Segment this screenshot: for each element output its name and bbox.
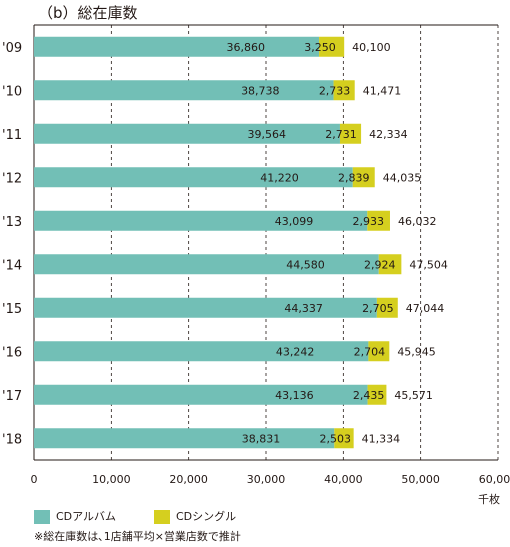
bar-total-label: 42,334: [369, 128, 408, 141]
bar-segment-single: [339, 123, 362, 144]
bar-value-label-single: 2,839: [338, 171, 370, 184]
bar-value-label-single: 3,250: [304, 41, 336, 54]
bar-value-label-single: 2,704: [354, 345, 386, 358]
bar-segment-single: [352, 167, 375, 188]
bar-segment-single: [334, 428, 354, 449]
legend-item-album: CDアルバム: [34, 509, 116, 525]
bar-value-label-album: 38,831: [242, 432, 281, 445]
bar-segment-album: [34, 254, 379, 275]
bar-segment-album: [34, 80, 334, 101]
bar-value-label-single: 2,435: [353, 389, 385, 402]
bar-value-label-album: 41,220: [260, 171, 299, 184]
x-tick-label: 20,000: [169, 473, 208, 486]
y-category-label: '10: [2, 84, 22, 99]
x-tick-label: 0: [31, 473, 38, 486]
y-category-label: '15: [2, 302, 22, 317]
bar-value-label-album: 43,242: [276, 345, 315, 358]
bar-segment-album: [34, 123, 340, 144]
bar-total-label: 44,035: [383, 171, 422, 184]
y-category-label: '14: [2, 258, 22, 273]
bar-value-label-album: 44,337: [284, 302, 323, 315]
legend-label-single: CDシングル: [176, 510, 237, 523]
bar-value-label-album: 43,099: [275, 215, 314, 228]
legend-swatch-album: [34, 510, 50, 524]
bar-segment-single: [319, 36, 345, 57]
bar-value-label-single: 2,731: [325, 128, 357, 141]
bar-segment-album: [34, 36, 320, 57]
y-category-label: '16: [2, 345, 22, 360]
bar-value-label-album: 43,136: [275, 389, 314, 402]
bar-segment-album: [34, 428, 335, 449]
bar-segment-album: [34, 341, 369, 362]
bar-total-label: 45,945: [397, 345, 436, 358]
bar-value-label-single: 2,933: [353, 215, 385, 228]
y-category-label: '13: [2, 215, 22, 230]
bar-segment-album: [34, 297, 377, 318]
y-category-label: '11: [2, 128, 22, 143]
bar-segment-album: [34, 210, 368, 231]
bar-segment-album: [34, 384, 368, 405]
bar-segment-single: [333, 80, 355, 101]
bar-value-label-album: 38,738: [241, 84, 280, 97]
bar-total-label: 41,471: [363, 84, 402, 97]
bar-value-label-album: 44,580: [286, 258, 325, 271]
chart-title: （b）総在庫数: [38, 4, 138, 22]
x-tick-label: 50,000: [401, 473, 440, 486]
legend-label-album: CDアルバム: [56, 510, 117, 523]
bar-segment-single: [367, 210, 390, 231]
bar-value-label-album: 39,564: [247, 128, 286, 141]
bar-total-label: 46,032: [398, 215, 437, 228]
bar-total-label: 40,100: [352, 41, 391, 54]
bar-total-label: 45,571: [394, 389, 433, 402]
footnote: ※総在庫数は､1店舗平均×営業店数で推計: [34, 530, 241, 543]
bar-value-label-single: 2,733: [319, 84, 351, 97]
y-category-label: '17: [2, 389, 22, 404]
bar-segment-single: [376, 297, 398, 318]
y-category-label: '12: [2, 171, 22, 186]
bar-segment-single: [378, 254, 402, 275]
x-tick-label: 30,000: [247, 473, 286, 486]
bar-value-label-single: 2,924: [364, 258, 396, 271]
bar-segment-single: [368, 341, 390, 362]
bar-segment-single: [367, 384, 387, 405]
bar-value-label-album: 36,860: [227, 41, 266, 54]
x-axis-unit-label: 千枚: [478, 493, 500, 506]
legend-swatch-single: [154, 510, 170, 524]
bar-total-label: 47,044: [406, 302, 445, 315]
bar-total-label: 47,504: [409, 258, 448, 271]
bar-total-label: 41,334: [362, 432, 401, 445]
x-tick-label: 60,000: [479, 473, 510, 486]
y-category-label: '18: [2, 432, 22, 447]
x-tick-label: 10,000: [92, 473, 131, 486]
y-category-label: '09: [2, 41, 22, 56]
x-tick-label: 40,000: [324, 473, 363, 486]
bar-value-label-single: 2,705: [362, 302, 394, 315]
bar-segment-album: [34, 167, 353, 188]
legend-item-single: CDシングル: [154, 509, 236, 525]
bar-value-label-single: 2,503: [320, 432, 352, 445]
